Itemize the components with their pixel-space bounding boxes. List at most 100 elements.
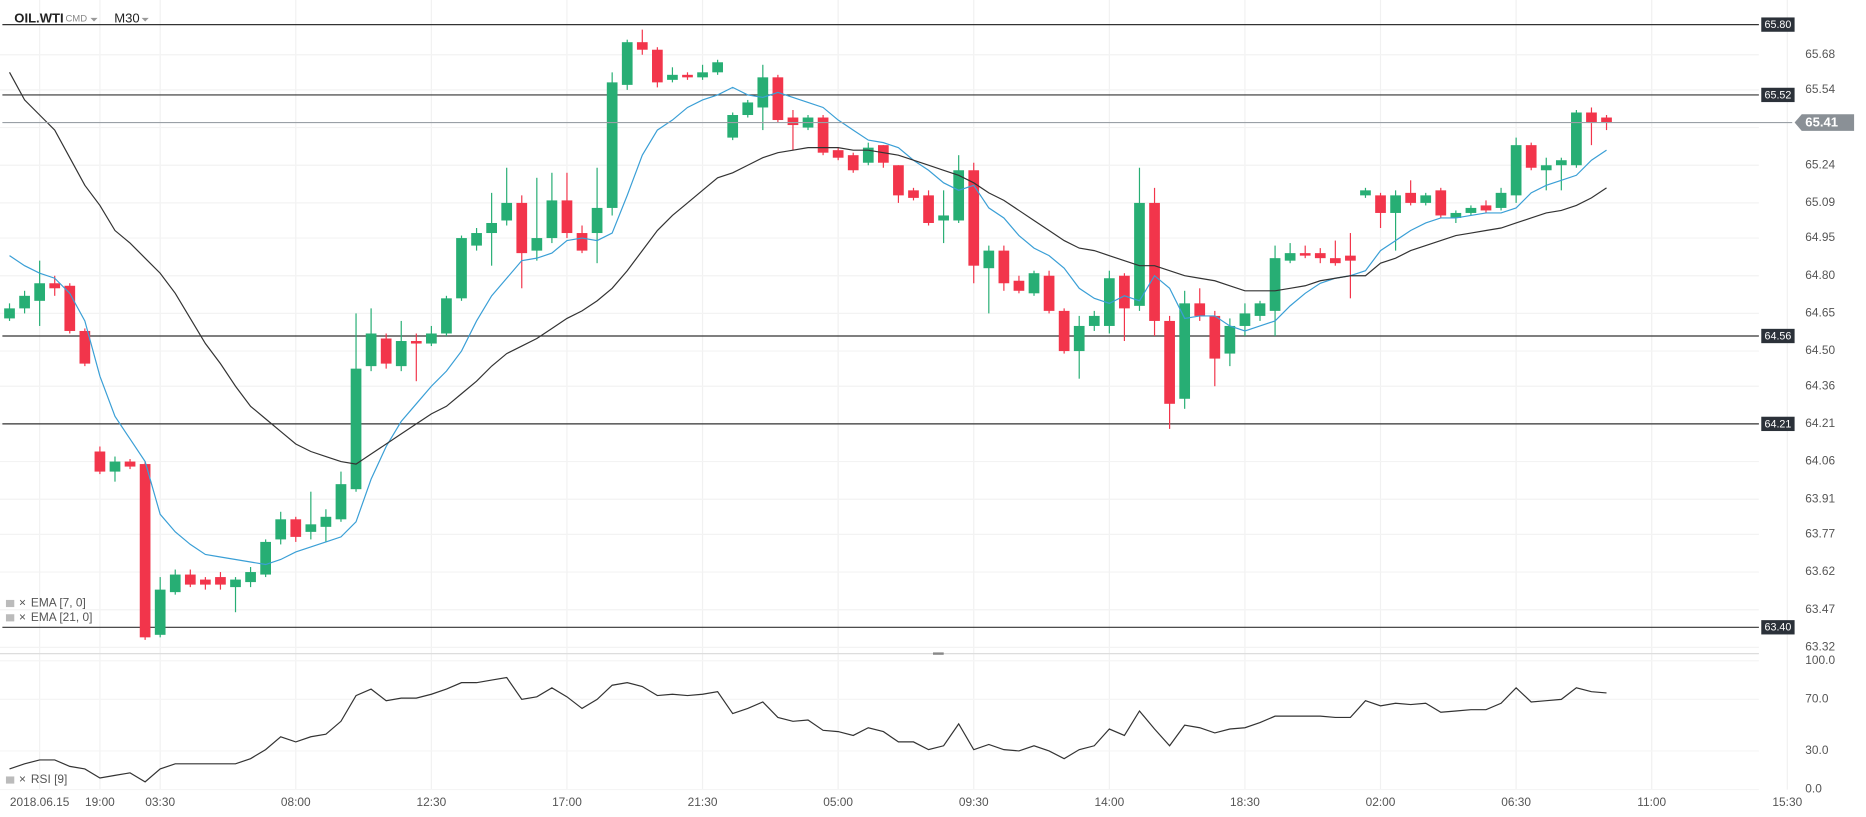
y-tick-label: 63.62 [1805, 564, 1835, 578]
timeframe[interactable]: M30 [114, 11, 139, 26]
market-caret[interactable] [90, 17, 98, 22]
x-tick-label: 03:30 [145, 795, 175, 809]
candle-body [968, 170, 980, 266]
candle-body [1435, 190, 1447, 216]
candle-body [64, 285, 76, 331]
rsi-line [9, 676, 1607, 783]
candle-body [576, 233, 588, 251]
candle-body [1314, 253, 1326, 259]
candle-body [230, 579, 241, 588]
symbol[interactable]: OIL.WTI [14, 11, 63, 26]
legend-entry: EMA [7, 0] [31, 596, 86, 610]
x-tick-label: 08:00 [281, 795, 311, 809]
candle-body [1495, 192, 1507, 208]
y-tick-label: 65.09 [1805, 195, 1835, 209]
candle-body [1179, 303, 1191, 399]
candle-body [1540, 165, 1552, 171]
legend-entry: EMA [21, 0] [31, 610, 92, 624]
candle-body [983, 250, 995, 269]
level-label-box [1761, 416, 1795, 432]
last-price-box [1794, 114, 1855, 131]
candle-body [817, 117, 829, 153]
candle-body [486, 222, 497, 234]
candle-body [1149, 202, 1160, 321]
candle-body [380, 338, 392, 364]
y-tick-label: 63.77 [1805, 527, 1835, 541]
x-tick-label: 2018.06.15 [10, 795, 70, 809]
candle-body [832, 150, 844, 158]
candle-body [772, 77, 784, 121]
candle-body [516, 202, 528, 254]
candle-body [546, 200, 558, 239]
candle-body [200, 579, 211, 585]
candle-body [1013, 280, 1025, 291]
candle-body [606, 82, 618, 208]
x-tick-label: 18:30 [1230, 795, 1260, 809]
y-tick-label: 64.21 [1805, 416, 1835, 430]
candle-body [1119, 275, 1130, 309]
y-tick-label: 64.50 [1805, 343, 1835, 357]
candle-body [501, 202, 513, 221]
y-tick-label: 64.06 [1805, 454, 1835, 468]
legend-icon [5, 599, 15, 608]
y-tick-label: 64.80 [1805, 268, 1835, 282]
level-label: 65.80 [1765, 19, 1792, 31]
candle-body [1164, 320, 1175, 404]
timeframe-caret[interactable] [141, 17, 149, 22]
x-tick-label: 19:00 [85, 795, 115, 809]
x-tick-label: 15:30 [1772, 795, 1802, 809]
candle-body [757, 77, 769, 108]
candle-body [1224, 325, 1236, 354]
candle-body [1480, 205, 1492, 211]
candle-body [34, 283, 46, 301]
candle-body [1345, 255, 1356, 261]
x-tick-label: 06:30 [1501, 795, 1531, 809]
candle-body [109, 461, 121, 472]
candle-body [245, 572, 256, 583]
candle-body [1360, 190, 1371, 196]
candle-body [877, 145, 889, 163]
candle-body [275, 519, 287, 540]
level-label: 63.40 [1765, 622, 1792, 634]
candle-body [1028, 273, 1040, 294]
candle-body [426, 333, 437, 344]
level-label-box [1761, 17, 1795, 32]
candle-body [290, 519, 302, 537]
candle-body [1284, 253, 1296, 261]
candle-body [395, 341, 407, 367]
candle-body [938, 215, 949, 221]
candle-body [350, 368, 362, 490]
candle-body [1450, 212, 1462, 218]
candle-body [1510, 145, 1522, 196]
legend-icon [5, 614, 15, 622]
rsi-tick-label: 0.0 [1805, 782, 1822, 796]
candle-body [471, 233, 482, 246]
x-tick-label: 21:30 [688, 795, 718, 809]
candle-body [1269, 258, 1281, 311]
candle-body [1571, 112, 1582, 166]
candle-body [1254, 303, 1266, 316]
candle-body [697, 72, 708, 78]
y-tick-label: 63.91 [1805, 491, 1835, 505]
x-tick-label: 02:00 [1366, 795, 1396, 809]
y-tick-label: 65.54 [1805, 82, 1835, 96]
candle-body [1405, 192, 1417, 203]
y-tick-label: 63.32 [1805, 640, 1835, 654]
candle-body [1601, 117, 1612, 123]
candle-body [953, 170, 965, 221]
candle-body [923, 195, 934, 223]
candle-body [335, 484, 347, 520]
market: CMD [65, 14, 87, 25]
candle-body [410, 341, 422, 344]
candle-body [49, 283, 61, 289]
rsi-tick-label: 70.0 [1805, 692, 1829, 706]
candle-body [4, 308, 15, 319]
candle-body [260, 541, 271, 575]
candle-body [79, 330, 91, 364]
ema-line [9, 86, 1607, 566]
candle-body [591, 207, 603, 234]
x-tick-label: 12:30 [416, 795, 446, 809]
candle-body [1555, 160, 1567, 166]
candle-body [742, 102, 754, 116]
y-tick-label: 64.95 [1805, 230, 1835, 244]
